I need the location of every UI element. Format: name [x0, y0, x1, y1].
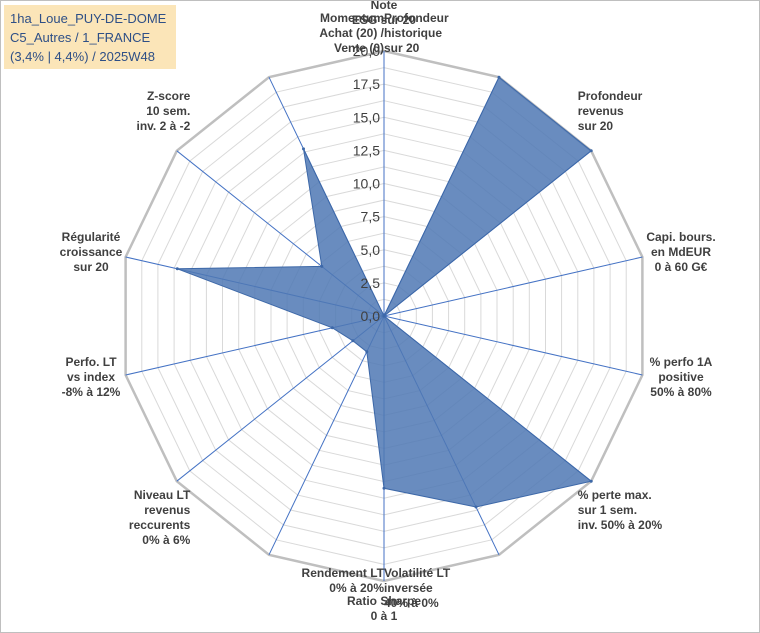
axis-label: Profondeur historique sur 20 [384, 11, 449, 55]
axis-label-line: Profondeur [384, 11, 449, 25]
axis-label-line: revenus [578, 104, 624, 118]
data-point [382, 314, 386, 318]
axis-label: Z-score 10 sem. inv. 2 à -2 [136, 89, 190, 133]
axis-label-line: Momentum [320, 11, 384, 25]
axis-label-line: Z-score [147, 89, 191, 103]
axis-label: Capi. bours. en MdEUR 0 à 60 G€ [646, 230, 715, 274]
axis-label-line: Achat (20) / [319, 26, 384, 40]
axis-label-line: 0 à 60 G€ [655, 260, 708, 274]
axis-label-line: Régularité [62, 230, 121, 244]
axis-label: Momentum Achat (20) / Vente (0) [319, 11, 384, 55]
axis-label: Rendement LT 0% à 20% [302, 566, 385, 595]
info-line-3: (3,4% | 4,4%) / 2025W48 [10, 49, 156, 64]
tick-label: 17,5 [353, 76, 380, 92]
tick-label: 15,0 [353, 109, 380, 125]
axis-label-line: sur 20 [578, 119, 614, 133]
axis-label: Volatilité LT inversée 40% à 0% [384, 566, 451, 610]
axis-label-line: Perfo. LT [65, 355, 117, 369]
axis-label-line: sur 20 [384, 41, 420, 55]
axis-label: % perte max. sur 1 sem. inv. 50% à 20% [578, 488, 663, 532]
axis-label-line: 10 sem. [146, 104, 190, 118]
info-line-1: 1ha_Loue_PUY-DE-DOME [10, 11, 167, 26]
data-point [365, 350, 369, 354]
axis-label: Profondeur revenus sur 20 [578, 89, 643, 133]
axis-label: Niveau LT revenus reccurents 0% à 6% [129, 488, 191, 547]
data-series-area [177, 76, 593, 508]
axis-label-line: positive [658, 370, 704, 384]
axis-label-line: en MdEUR [651, 245, 711, 259]
axis-label: Perfo. LT vs index -8% à 12% [62, 355, 121, 399]
axis-label-line: 50% à 80% [650, 385, 712, 399]
axis-spoke [268, 315, 385, 556]
axis-label-line: vs index [67, 370, 115, 384]
axis-label-line: 40% à 0% [384, 596, 439, 610]
axis-label-line: croissance [60, 245, 123, 259]
axis-label-line: ESG sur 20 [352, 13, 416, 27]
data-point [330, 326, 334, 330]
data-point [589, 149, 593, 153]
data-point [382, 486, 386, 490]
axis-label-line: Profondeur [578, 89, 643, 103]
axis-label-line: Volatilité LT [384, 566, 451, 580]
axis-label-line: reccurents [129, 518, 191, 532]
axis-label-line: inv. 2 à -2 [136, 119, 190, 133]
axis-label-line: 0% à 6% [142, 533, 190, 547]
axis-label-line: Vente (0) [334, 41, 384, 55]
info-box: 1ha_Loue_PUY-DE-DOME C5_Autres / 1_FRANC… [4, 5, 176, 69]
tick-label: 5,0 [361, 242, 381, 258]
axis-label-line: 0 à 1 [371, 609, 398, 623]
axis-label-line: -8% à 12% [62, 385, 121, 399]
axis-label-line: inversée [384, 581, 433, 595]
axis-label-line: % perte max. [578, 488, 652, 502]
axis-label: % perfo 1A positive 50% à 80% [650, 355, 713, 399]
data-point [474, 505, 478, 509]
axis-label: Ratio Sharpe 0 à 1 [347, 594, 421, 623]
data-point [589, 479, 593, 483]
axis-label-line: sur 1 sem. [578, 503, 637, 517]
tick-label: 2,5 [361, 275, 381, 291]
tick-label: 20,0 [353, 43, 380, 59]
axis-label-line: revenus [144, 503, 190, 517]
data-point [302, 147, 305, 151]
axis-label-line: Capi. bours. [646, 230, 715, 244]
axis-spoke [383, 256, 643, 317]
axis-label-line: Note [371, 1, 398, 12]
axis-label-line: sur 20 [73, 260, 109, 274]
axis-spoke [176, 315, 385, 482]
axis-label-line: % perfo 1A [650, 355, 713, 369]
tick-label: 0,0 [361, 308, 381, 324]
axis-spoke [383, 315, 643, 376]
tick-label: 10,0 [353, 176, 380, 192]
tick-label: 7,5 [361, 209, 381, 225]
axis-label-line: historique [384, 26, 442, 40]
tick-label: 12,5 [353, 142, 380, 158]
data-point [497, 75, 501, 79]
axis-label: Régularité croissance sur 20 [60, 230, 123, 274]
axis-label-line: Rendement LT [302, 566, 385, 580]
axis-label-line: inv. 50% à 20% [578, 518, 663, 532]
data-point [351, 339, 355, 343]
axis-label-line: Ratio Sharpe [347, 594, 421, 608]
axis-label-line: 0% à 20% [329, 581, 384, 595]
data-point [175, 267, 179, 271]
info-line-2: C5_Autres / 1_FRANCE [10, 30, 151, 45]
axis-label-line: Niveau LT [134, 488, 191, 502]
data-point [320, 264, 324, 268]
axis-label: Note ESG sur 20 [352, 1, 416, 27]
